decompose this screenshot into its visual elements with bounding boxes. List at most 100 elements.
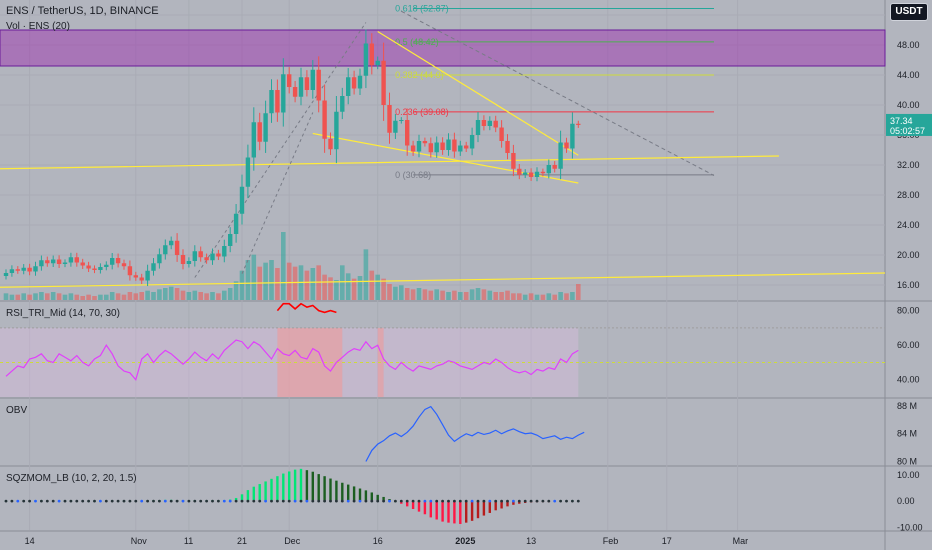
squeeze-dot	[45, 499, 49, 503]
momentum-bar	[370, 492, 373, 502]
candle-body	[239, 186, 245, 214]
volume-bar	[21, 293, 26, 300]
candle-body	[298, 77, 304, 97]
volume-bar	[399, 285, 404, 300]
candle-body	[216, 253, 221, 257]
candle-body	[251, 122, 256, 158]
momentum-bar	[411, 501, 415, 509]
candle-body	[257, 122, 262, 142]
volume-bar	[92, 296, 97, 300]
obv-pane: 80 M 84 M 88 M	[365, 401, 917, 467]
squeeze-dot	[494, 499, 498, 503]
squeeze-dot	[246, 499, 250, 503]
squeeze-dot	[370, 499, 374, 503]
squeeze-dot	[346, 499, 350, 503]
squeeze-dot	[152, 499, 155, 503]
candle-body	[292, 87, 298, 97]
candle-body	[86, 265, 91, 269]
candle-body	[493, 120, 498, 128]
momentum-bar	[335, 480, 338, 502]
trend-lines	[0, 30, 886, 288]
squeeze-dot	[122, 499, 126, 503]
squeeze-dot	[51, 499, 55, 503]
squeeze-dot	[547, 499, 551, 503]
candle-body	[222, 246, 227, 257]
volume-bar	[404, 288, 410, 300]
volume-bar	[469, 289, 475, 300]
volume-bar	[416, 288, 422, 300]
price-tick-label: 32.00	[897, 160, 920, 170]
squeeze-dot	[205, 499, 209, 503]
volume-bar	[434, 289, 439, 300]
candle-body	[163, 245, 168, 255]
volume-bar	[210, 292, 215, 300]
candle-body	[233, 213, 239, 234]
time-tick-label: 16	[373, 536, 383, 546]
candle-body	[287, 74, 292, 87]
squeeze-dot	[104, 499, 108, 503]
volume-bar	[334, 280, 339, 300]
currency-badge[interactable]: USDT	[890, 3, 928, 21]
squeeze-dot	[4, 499, 8, 503]
volume-bar	[499, 292, 504, 300]
candle-body	[517, 168, 522, 175]
volume-bar	[475, 288, 481, 300]
squeeze-dot	[500, 499, 503, 503]
price-tick-label: 40.00	[897, 100, 920, 110]
projection-line	[401, 10, 715, 176]
squeeze-dot	[299, 499, 303, 503]
candle-body	[157, 254, 162, 264]
wedge-upper-line	[377, 30, 579, 156]
volume-bar	[68, 293, 74, 300]
volume-bar	[62, 294, 68, 300]
candle-body	[546, 165, 551, 174]
volume-bar	[570, 292, 575, 300]
time-tick-label: 13	[526, 536, 536, 546]
squeeze-dot	[10, 499, 14, 503]
squeeze-dot	[382, 499, 385, 503]
squeeze-dot	[99, 499, 102, 503]
candle-body	[92, 268, 97, 270]
volume-bar	[310, 268, 316, 300]
squeeze-dot	[417, 499, 421, 503]
squeeze-dot	[317, 499, 321, 503]
price-axis: 16.0020.0024.0028.0032.0036.0040.0044.00…	[886, 10, 932, 290]
rsi-title: RSI_TRI_Mid (14, 70, 30)	[6, 308, 120, 319]
candle-body	[62, 262, 68, 264]
momentum-bar	[447, 501, 450, 523]
momentum-bar	[500, 501, 503, 509]
time-tick-label: 14	[25, 536, 35, 546]
wedge-lower-line	[312, 132, 579, 184]
momentum-bar	[482, 501, 486, 516]
time-tick-label: Dec	[284, 536, 301, 546]
volume-bar	[546, 293, 552, 300]
candle-body	[245, 157, 251, 187]
candle-body	[446, 139, 451, 150]
fib-level-label: 0.382 (44.0)	[395, 70, 444, 80]
candle-body	[357, 75, 363, 89]
candle-body	[523, 172, 528, 175]
fib-level-label: 0.618 (52.87)	[395, 3, 449, 13]
volume-bar	[263, 262, 268, 300]
time-tick-label: Feb	[603, 536, 619, 546]
momentum-bar	[494, 501, 497, 511]
momentum-bar	[358, 488, 362, 502]
rsi-overbought-line	[276, 302, 337, 314]
squeeze-dot	[394, 499, 397, 503]
volume-bar	[487, 290, 493, 300]
price-tick-label: 48.00	[897, 40, 920, 50]
candle-body	[499, 127, 504, 141]
squeeze-dot	[140, 499, 144, 503]
volume-bar	[86, 294, 91, 300]
squeeze-dot	[211, 499, 214, 503]
candle-body	[381, 60, 386, 105]
volume-bar	[127, 292, 133, 300]
momentum-bar	[317, 474, 320, 502]
volume-bar	[340, 265, 345, 300]
time-tick-label: 11	[184, 536, 193, 546]
momentum-bar	[258, 484, 261, 502]
squeeze-dot	[576, 499, 580, 503]
squeeze-dot	[529, 499, 533, 503]
